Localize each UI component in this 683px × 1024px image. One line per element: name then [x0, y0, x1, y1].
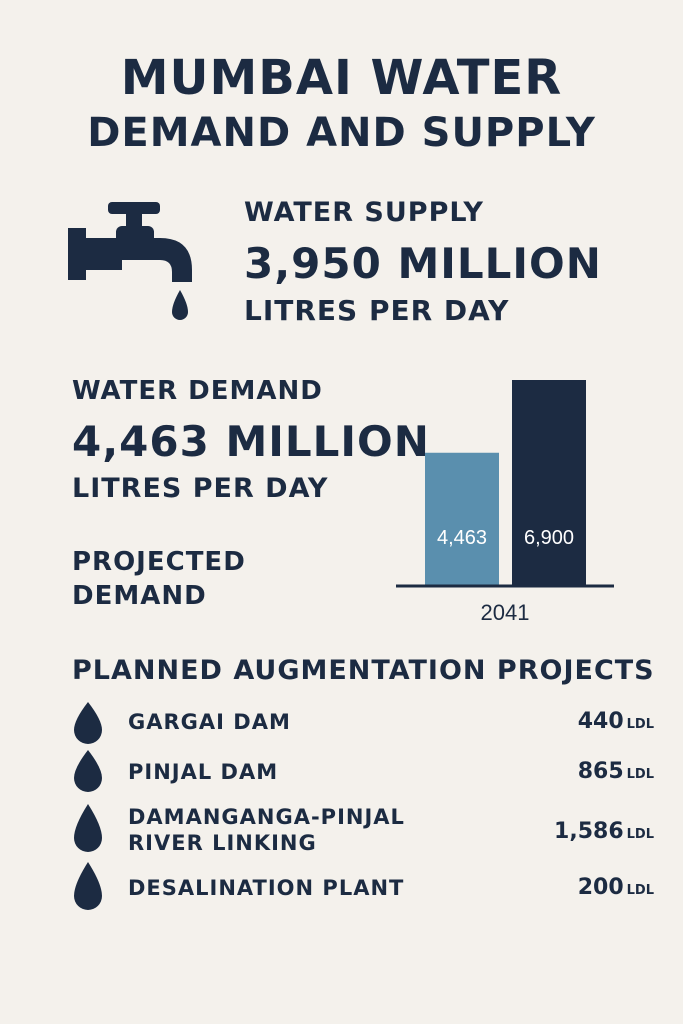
supply-label: WATER SUPPLY: [244, 197, 484, 228]
projected-demand-label: PROJECTED DEMAND: [72, 545, 332, 613]
project-amount: 440: [577, 709, 624, 734]
projected-demand-chart: 4,463 6,900 2041: [396, 380, 614, 625]
water-drop-icon: [74, 862, 102, 910]
supply-unit: LITRES PER DAY: [244, 294, 510, 327]
projected-demand-line2: DEMAND: [72, 581, 207, 611]
page-title-line1: MUMBAI WATER: [120, 50, 563, 106]
project-row: DESALINATION PLANT 200 LDL: [70, 860, 660, 912]
projected-demand-line1: PROJECTED: [72, 547, 246, 577]
project-name: DESALINATION PLANT: [128, 876, 405, 900]
bar-0: [425, 452, 499, 586]
project-unit: LDL: [626, 717, 654, 732]
project-amount: 200: [577, 875, 624, 900]
project-value: 200 LDL: [578, 875, 654, 904]
project-unit: LDL: [626, 883, 654, 898]
project-row: PINJAL DAM 865 LDL: [70, 748, 660, 792]
bar-data-label: 4,463: [437, 527, 487, 549]
project-row: DAMANGANGA-PINJAL RIVER LINKING 1,586 LDL: [70, 800, 660, 856]
project-unit: LDL: [626, 827, 654, 842]
demand-label: WATER DEMAND: [72, 376, 323, 406]
demand-unit: LITRES PER DAY: [72, 473, 329, 504]
bar-data-label: 6,900: [524, 527, 574, 549]
demand-value: 4,463 MILLION: [72, 417, 430, 466]
project-value: 1,586 LDL: [554, 819, 654, 848]
water-drop-icon: [74, 804, 102, 852]
augmentation-heading: PLANNED AUGMENTATION PROJECTS: [72, 655, 655, 686]
project-amount: 865: [577, 759, 624, 784]
project-name: PINJAL DAM: [128, 760, 279, 784]
supply-value: 3,950 MILLION: [244, 239, 602, 288]
project-row: GARGAI DAM 440 LDL: [70, 700, 660, 744]
project-name-line2: RIVER LINKING: [128, 831, 317, 855]
project-amount: 1,586: [554, 819, 624, 844]
page-title-line2: DEMAND AND SUPPLY: [87, 110, 596, 156]
project-unit: LDL: [626, 767, 654, 782]
water-drop-icon: [74, 750, 102, 792]
faucet-icon: [68, 202, 192, 320]
water-drop-icon: [74, 702, 102, 744]
project-value: 865 LDL: [578, 759, 654, 788]
project-name-line1: DAMANGANGA-PINJAL: [128, 805, 405, 829]
bar-1: [512, 380, 586, 586]
x-tick-label: 2041: [481, 600, 530, 625]
project-name: GARGAI DAM: [128, 710, 291, 734]
project-value: 440 LDL: [578, 709, 654, 738]
